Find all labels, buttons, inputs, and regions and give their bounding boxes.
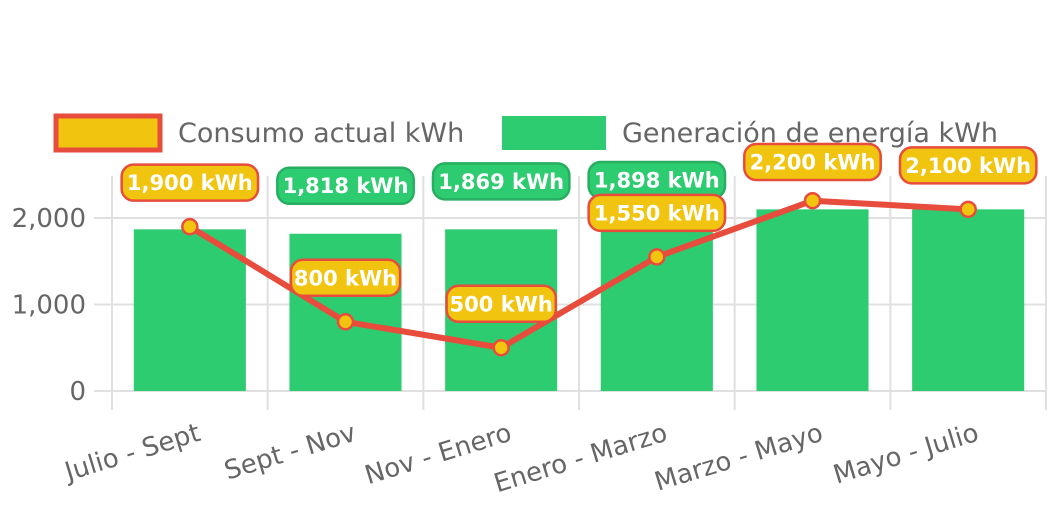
- bar: [756, 209, 869, 391]
- line-point: [648, 248, 666, 266]
- legend-swatch-consumo: [53, 113, 163, 153]
- bar-value-label: 1,898 kWh: [587, 160, 727, 200]
- consumo-line: [188, 197, 969, 351]
- line-value-label: 500 kWh: [445, 284, 558, 323]
- line-value-label-box: [587, 193, 727, 233]
- line-value-label: 2,200 kWh: [743, 142, 882, 182]
- line-value-label-box: [445, 284, 558, 323]
- x-tick-label: Nov - Enero: [361, 418, 515, 491]
- data-labels: 1,818 kWh 1,869 kWh 1,898 kWh 1,900 kWh 800 …: [120, 142, 1038, 323]
- line-value-label-text: 2,200 kWh: [750, 151, 876, 175]
- line-value-label: 1,900 kWh: [120, 163, 260, 202]
- line-series: [181, 191, 977, 357]
- line-point: [336, 313, 355, 331]
- line-point: [803, 191, 822, 210]
- x-tick-label: Marzo - Mayo: [651, 418, 826, 498]
- line-value-label-box: [120, 163, 260, 202]
- y-tick-label: 2,000: [12, 204, 86, 234]
- line-value-label: 1,550 kWh: [587, 193, 727, 233]
- y-axis-ticks: 0 1,000 2,000: [12, 204, 86, 407]
- line-value-label-text: 1,550 kWh: [594, 201, 720, 225]
- line-value-label-box: [289, 258, 402, 298]
- x-tick-label: Enero - Marzo: [490, 418, 670, 499]
- legend-swatch-generacion: [502, 116, 606, 150]
- legend-label-generacion: Generación de energía kWh: [622, 118, 998, 149]
- line-point: [492, 339, 510, 357]
- x-tick-label: Julio - Sept: [60, 418, 204, 488]
- line-value-label: 2,100 kWh: [898, 146, 1038, 185]
- line-value-label-box: [898, 146, 1038, 185]
- y-tick-label: 1,000: [12, 291, 86, 321]
- line-value-label-text: 500 kWh: [450, 292, 553, 316]
- line-value-label: 800 kWh: [289, 258, 402, 298]
- y-tick-label: 0: [69, 377, 86, 407]
- line-point: [959, 200, 977, 219]
- bar-value-label-box: [276, 166, 415, 205]
- line-value-label-text: 1,900 kWh: [127, 171, 253, 195]
- legend: Consumo actual kWh Generación de energía…: [53, 113, 998, 153]
- bar: [912, 209, 1025, 391]
- bar-value-label: 1,818 kWh: [276, 166, 415, 205]
- bar-value-label-box: [431, 162, 571, 201]
- line-point: [181, 217, 199, 236]
- x-tick-label: Mayo - Julio: [830, 418, 982, 491]
- legend-label-consumo: Consumo actual kWh: [178, 118, 464, 149]
- bar-value-label-text: 1,818 kWh: [283, 174, 409, 198]
- bar: [133, 229, 246, 391]
- line-value-label-text: 2,100 kWh: [905, 154, 1031, 178]
- bar: [289, 233, 402, 391]
- line-value-label-box: [743, 142, 882, 182]
- bar-value-label: 1,869 kWh: [431, 162, 571, 201]
- grid: [94, 176, 1047, 410]
- bar-value-label-text: 1,898 kWh: [594, 169, 720, 193]
- line-value-label-text: 800 kWh: [294, 266, 397, 290]
- bar-value-label-text: 1,869 kWh: [438, 170, 564, 194]
- x-tick-label: Sept - Nov: [221, 418, 360, 486]
